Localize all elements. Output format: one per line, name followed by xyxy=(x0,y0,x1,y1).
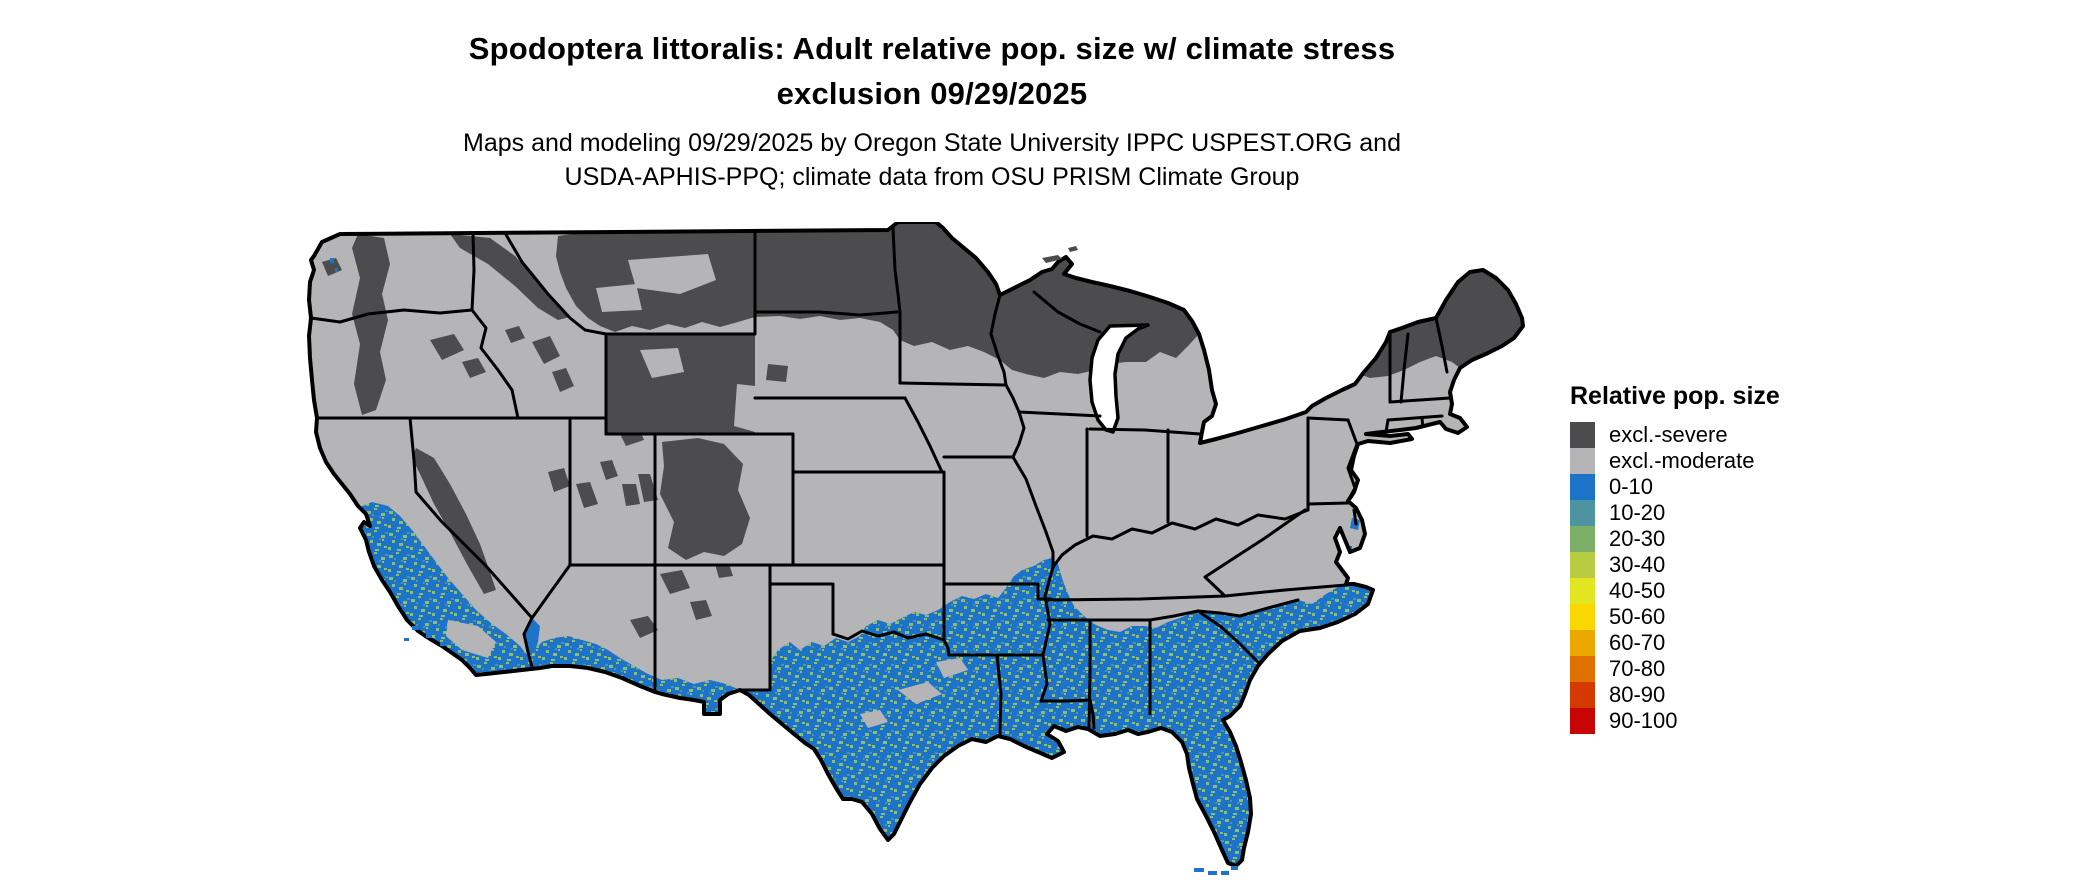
legend-item-label: 70-80 xyxy=(1609,656,1666,681)
legend-item: 30-40 xyxy=(1570,552,1970,578)
excluded-moderate-patches xyxy=(596,254,1514,432)
legend-rows: excl.-severe excl.-moderate 0-10 10-20 2… xyxy=(1570,422,1970,734)
legend-item-label: 60-70 xyxy=(1609,630,1666,655)
legend-item: excl.-severe xyxy=(1570,422,1970,448)
legend-item-label: 40-50 xyxy=(1609,578,1666,603)
legend-item: excl.-moderate xyxy=(1570,448,1970,474)
legend-swatch xyxy=(1570,552,1595,578)
excluded-severe-region xyxy=(322,222,1523,638)
moderate-holes-in-blue xyxy=(446,620,968,728)
legend-item-label: excl.-severe xyxy=(1609,422,1728,447)
legend-item: 90-100 xyxy=(1570,708,1970,734)
title-line-1: Spodoptera littoralis: Adult relative po… xyxy=(468,31,1396,66)
legend-item-label: 20-30 xyxy=(1609,526,1666,551)
legend-item: 80-90 xyxy=(1570,682,1970,708)
legend-swatch xyxy=(1570,448,1595,474)
lake-michigan xyxy=(1088,323,1150,434)
legend-item: 70-80 xyxy=(1570,656,1970,682)
legend-item: 0-10 xyxy=(1570,474,1970,500)
florida-keys xyxy=(1194,866,1238,875)
legend-swatch xyxy=(1570,630,1595,656)
subtitle-line-1: Maps and modeling 09/29/2025 by Oregon S… xyxy=(463,129,1401,157)
legend-item: 40-50 xyxy=(1570,578,1970,604)
state-borders xyxy=(309,226,1452,736)
legend-swatch xyxy=(1570,708,1595,734)
legend-swatch xyxy=(1570,500,1595,526)
us-map-container xyxy=(300,222,1545,880)
legend-item-label: 0-10 xyxy=(1609,474,1654,499)
isle-royale xyxy=(1042,246,1078,263)
legend-swatch xyxy=(1570,578,1595,604)
legend-item-label: 30-40 xyxy=(1609,552,1666,577)
legend-swatch xyxy=(1570,604,1595,630)
subtitle-line-2: USDA-APHIS-PPQ; climate data from OSU PR… xyxy=(564,163,1300,191)
map-title: Spodoptera littoralis: Adult relative po… xyxy=(0,26,1864,116)
legend-swatch xyxy=(1570,474,1595,500)
legend-item-label: 90-100 xyxy=(1609,708,1678,733)
offshore-islands xyxy=(330,246,1238,875)
map-subtitle: Maps and modeling 09/29/2025 by Oregon S… xyxy=(0,126,1864,194)
legend-item-label: 50-60 xyxy=(1609,604,1666,629)
legend-item: 50-60 xyxy=(1570,604,1970,630)
legend-item-label: 80-90 xyxy=(1609,682,1666,707)
legend: Relative pop. size excl.-severe excl.-mo… xyxy=(1570,382,1970,734)
legend-swatch xyxy=(1570,656,1595,682)
legend-title: Relative pop. size xyxy=(1570,382,1780,410)
channel-islands xyxy=(404,626,447,646)
puget-sound-specks xyxy=(330,258,338,272)
legend-item: 10-20 xyxy=(1570,500,1970,526)
legend-item-label: excl.-moderate xyxy=(1609,448,1755,473)
title-line-2: exclusion 09/29/2025 xyxy=(776,76,1088,111)
legend-swatch xyxy=(1570,422,1595,448)
legend-swatch xyxy=(1570,682,1595,708)
legend-item-label: 10-20 xyxy=(1609,500,1666,525)
legend-item: 20-30 xyxy=(1570,526,1970,552)
legend-item: 60-70 xyxy=(1570,630,1970,656)
legend-swatch xyxy=(1570,526,1595,552)
us-map xyxy=(307,222,1525,875)
